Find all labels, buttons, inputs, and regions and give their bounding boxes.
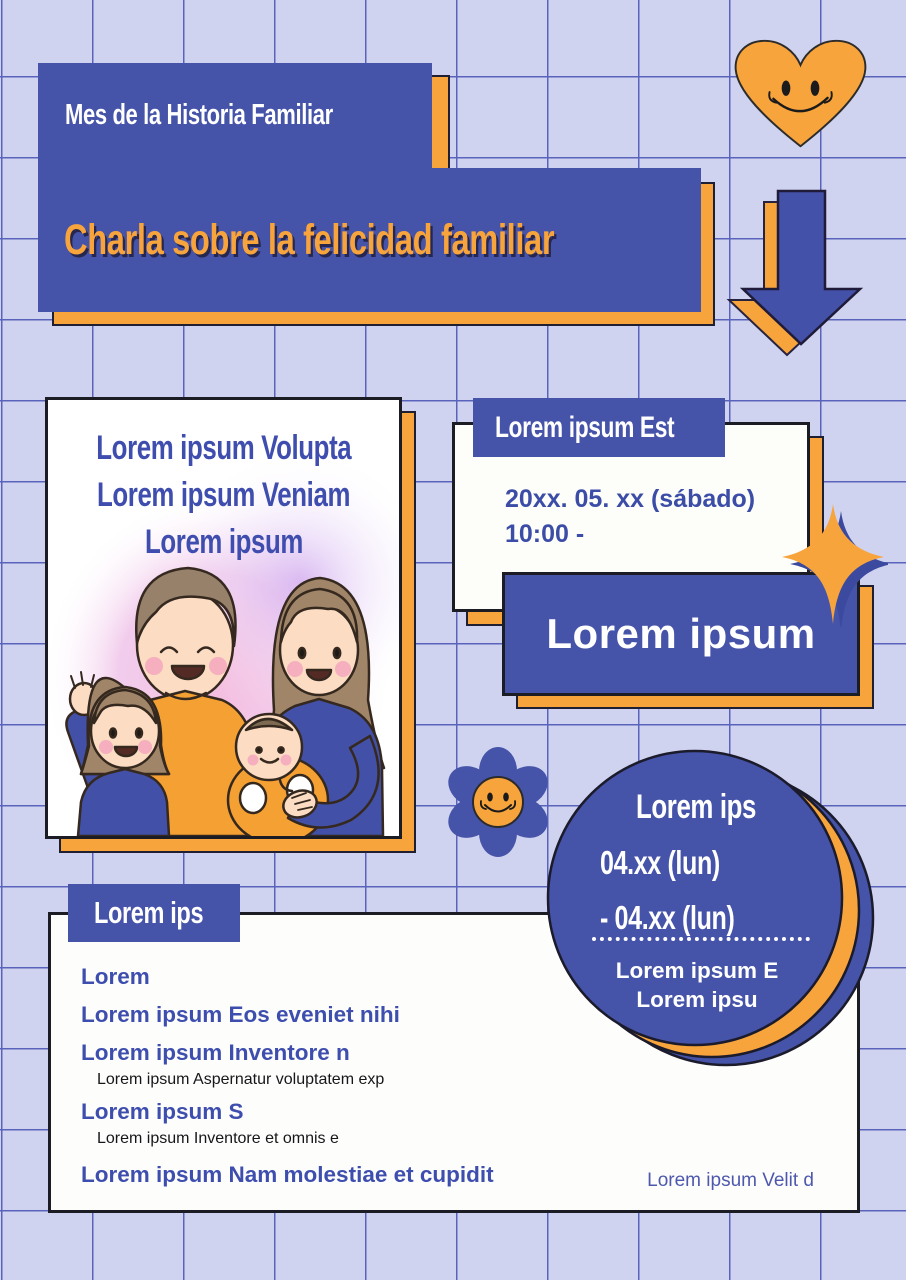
badge-date-line1: 04.xx (lun) [600, 844, 720, 881]
list-item: Lorem ipsum Inventore n Lorem ipsum Aspe… [81, 1039, 494, 1090]
badge-dotted-divider [592, 937, 810, 941]
list-item: Lorem ipsum Nam molestiae et cupidit [81, 1162, 494, 1187]
schedule-date-line2: 10:00 - [505, 520, 585, 548]
badge-notes: Lorem ipsum E Lorem ipsu [540, 956, 854, 1014]
badge-dates: 04.xx (lun) - 04.xx (lun) [600, 839, 777, 949]
badge-date-line2: - 04.xx (lun) [600, 899, 735, 936]
list-item-sub: Lorem ipsum Inventore et omnis e [97, 1130, 339, 1147]
agenda-footnote: Lorem ipsum Velit d [647, 1170, 814, 1191]
illustration-card-heading: Lorem ipsum Volupta Lorem ipsum Veniam L… [48, 428, 399, 569]
flower-smiley-icon [441, 745, 556, 860]
list-item: Lorem [81, 964, 150, 989]
badge-title: Lorem ips [635, 788, 757, 826]
badge-note-line1: Lorem ipsum E [615, 958, 779, 983]
eyebrow-text: Mes de la Historia Familiar [65, 99, 333, 131]
page-title: Charla sobre la felicidad familiar [64, 215, 555, 264]
date-badge-circle: Lorem ips 04.xx (lun) - 04.xx (lun) Lore… [540, 740, 885, 1075]
cta-box: Lorem ipsum [502, 572, 860, 696]
badge-note-line2: Lorem ipsu [636, 987, 758, 1012]
sparkle-icon [778, 502, 892, 631]
illustration-card: Lorem ipsum Volupta Lorem ipsum Veniam L… [45, 397, 402, 839]
agenda-tab-label: Lorem ips [94, 895, 204, 930]
list-item: Lorem ipsum S Lorem ipsum Inventore et o… [81, 1098, 494, 1149]
agenda-list: Lorem Lorem ipsum Eos eveniet nihi Lorem… [81, 963, 494, 1199]
list-item: Lorem ipsum Eos eveniet nihi [81, 1002, 400, 1027]
heading-line-2: Lorem ipsum Veniam [96, 476, 351, 514]
list-item-sub: Lorem ipsum Aspernatur voluptatem exp [97, 1071, 385, 1088]
heading-line-3: Lorem ipsum [144, 523, 303, 561]
schedule-dates: 20xx. 05. xx (sábado) 10:00 - [505, 482, 755, 552]
arrow-down-icon [712, 183, 872, 358]
schedule-tab-label: Lorem ipsum Est [495, 410, 675, 444]
heading-line-1: Lorem ipsum Volupta [95, 429, 352, 467]
schedule-tab: Lorem ipsum Est [473, 398, 725, 457]
eyebrow-box: Mes de la Historia Familiar [38, 63, 432, 168]
title-box: Charla sobre la felicidad familiar [38, 168, 701, 312]
schedule-date-line1: 20xx. 05. xx (sábado) [505, 485, 756, 513]
family-illustration [48, 400, 399, 836]
cta-label: Lorem ipsum [546, 610, 816, 657]
agenda-tab: Lorem ips [68, 884, 240, 942]
heart-smiley-icon [728, 35, 873, 153]
